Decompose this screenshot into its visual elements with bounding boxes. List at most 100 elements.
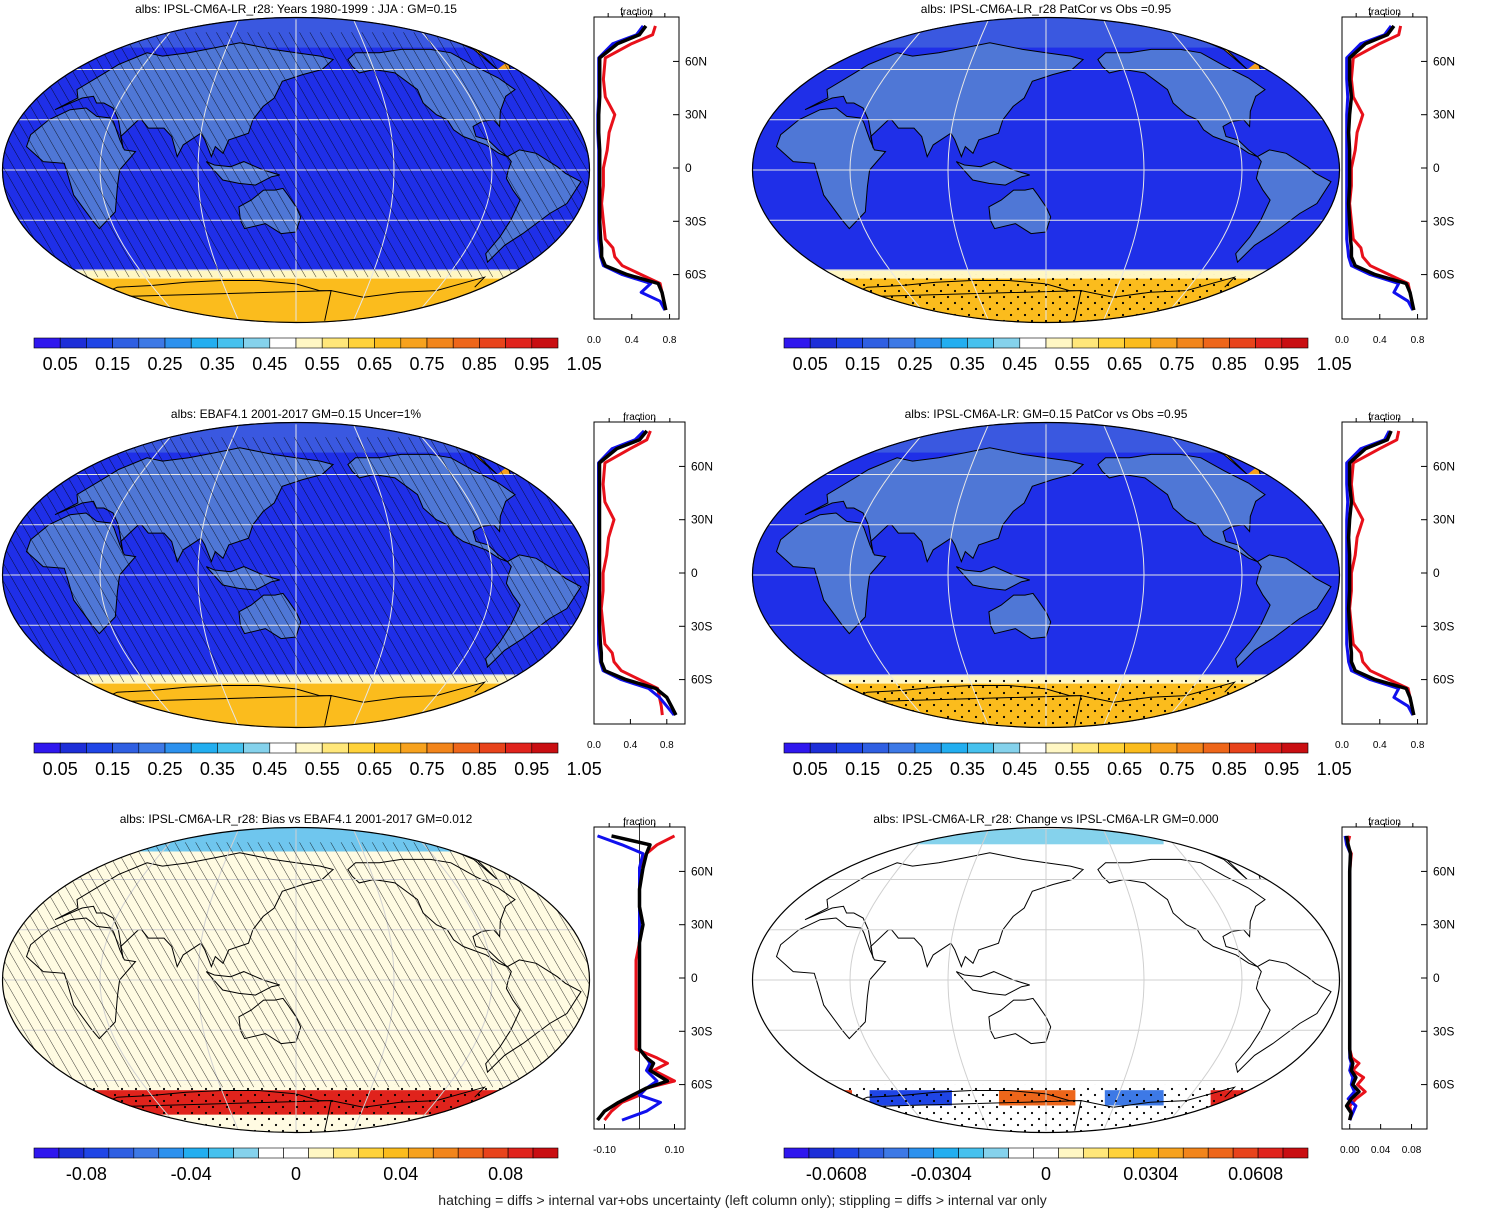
graticule-lon bbox=[947, 19, 990, 321]
zonal-xtick-label: 0.8 bbox=[1411, 740, 1425, 751]
colorbar-swatch bbox=[333, 1147, 359, 1159]
graticule-lon bbox=[849, 18, 932, 322]
coastline bbox=[1097, 858, 1266, 968]
zonal-lat-label: 30N bbox=[691, 918, 713, 932]
colorbar-swatch bbox=[809, 742, 837, 754]
colorbar-swatch bbox=[1202, 742, 1230, 754]
panel-title: albs: IPSL-CM6A-LR_r28: Change vs IPSL-C… bbox=[873, 812, 1218, 826]
colorbar-label: 0.35 bbox=[950, 354, 985, 374]
zonal-series-line bbox=[596, 834, 670, 1122]
colorbar-swatch bbox=[407, 1147, 434, 1159]
colorbar-label: 0.25 bbox=[897, 354, 932, 374]
zonal-xtick-label: 0.4 bbox=[623, 740, 637, 751]
colorbar-swatch bbox=[1108, 1147, 1134, 1159]
zonal-lat-label: 60S bbox=[685, 268, 706, 282]
colorbar-label: 1.05 bbox=[1317, 759, 1352, 779]
land-australia bbox=[988, 593, 1051, 639]
colorbar-swatch bbox=[1133, 1147, 1159, 1159]
colorbar-swatch bbox=[967, 742, 994, 754]
colorbar-swatch bbox=[33, 1147, 60, 1159]
colorbar-swatch bbox=[258, 1147, 284, 1159]
coastline bbox=[988, 997, 1052, 1045]
zonal-lat-label: 30S bbox=[685, 214, 706, 228]
footer-note: hatching = diffs > internal var+obs unce… bbox=[438, 1192, 1047, 1208]
panel-title: albs: IPSL-CM6A-LR_r28 PatCor vs Obs =0.… bbox=[921, 2, 1172, 16]
colorbar-swatch bbox=[1282, 1147, 1309, 1159]
colorbar-swatch bbox=[479, 337, 506, 349]
coastline bbox=[1235, 149, 1332, 264]
colorbar-swatch bbox=[383, 1147, 409, 1159]
colorbar-swatch bbox=[482, 1147, 509, 1159]
colorbar-label: 0.75 bbox=[409, 354, 444, 374]
stippling-overlay bbox=[752, 679, 1340, 728]
land-samerica bbox=[1235, 149, 1331, 263]
colorbar-swatch bbox=[531, 742, 559, 754]
colorbar-swatch bbox=[283, 1147, 309, 1159]
coastline bbox=[93, 681, 487, 726]
colorbar-swatch bbox=[108, 1147, 135, 1159]
colorbar-swatch bbox=[432, 1147, 459, 1159]
coastline bbox=[988, 187, 1052, 235]
zonal-lat-label: 0 bbox=[691, 971, 698, 985]
zonal-lat-label: 30N bbox=[685, 108, 707, 122]
map-border bbox=[751, 421, 1341, 729]
colorbar-label: 0.45 bbox=[252, 759, 287, 779]
colorbar-swatch bbox=[348, 337, 375, 349]
colorbar-label: 0.85 bbox=[462, 759, 497, 779]
colorbar-label: 0.15 bbox=[95, 354, 130, 374]
zonal-xtick-label: 0.8 bbox=[663, 335, 677, 346]
colorbar-label: 0.95 bbox=[514, 759, 549, 779]
colorbar-swatch bbox=[1083, 1147, 1109, 1159]
zonal-lat-label: 30S bbox=[1433, 214, 1454, 228]
colorbar-swatch bbox=[1176, 742, 1204, 754]
colorbar-swatch bbox=[532, 1147, 559, 1159]
colorbar-label: 0 bbox=[1041, 1164, 1051, 1184]
zonal-lat-label: 0 bbox=[685, 161, 692, 175]
map-field bbox=[752, 827, 1340, 1133]
zonal-lat-label: 60S bbox=[1433, 673, 1454, 687]
colorbar-label: 0.04 bbox=[383, 1164, 418, 1184]
zonal-lat-label: 0 bbox=[691, 566, 698, 580]
colorbar-swatch bbox=[164, 337, 192, 349]
colorbar-swatch bbox=[1207, 1147, 1234, 1159]
colorbar-swatch bbox=[983, 1147, 1009, 1159]
colorbar-swatch bbox=[1229, 742, 1256, 754]
zonal-xtick-label: 0.0 bbox=[1335, 740, 1349, 751]
zonal-series-line bbox=[1344, 835, 1361, 1121]
colorbar-label: 0.25 bbox=[147, 354, 182, 374]
zonal-xtick-label: -0.10 bbox=[593, 1145, 616, 1156]
colorbar-label: 0.0304 bbox=[1123, 1164, 1178, 1184]
colorbar-label: 0.15 bbox=[845, 759, 880, 779]
colorbar-swatch bbox=[993, 337, 1021, 349]
colorbar-label: 1.05 bbox=[567, 759, 602, 779]
graticule-lon bbox=[1160, 18, 1243, 322]
colorbar-swatch bbox=[1281, 742, 1309, 754]
colorbar-swatch bbox=[967, 337, 994, 349]
colorbar-swatch bbox=[1255, 742, 1283, 754]
colorbar-swatch bbox=[269, 742, 297, 754]
colorbar-label: 0.05 bbox=[793, 354, 828, 374]
map-field bbox=[2, 17, 590, 323]
colorbar-swatch bbox=[1150, 337, 1178, 349]
colorbar-swatch bbox=[33, 742, 61, 754]
panel-title: albs: IPSL-CM6A-LR_r28: Bias vs EBAF4.1 … bbox=[120, 812, 473, 826]
panel-f: albs: IPSL-CM6A-LR_r28: Change vs IPSL-C… bbox=[751, 812, 1455, 1184]
colorbar-swatch bbox=[914, 337, 942, 349]
zonal-xtick-label: 0.00 bbox=[1340, 1145, 1360, 1156]
colorbar-swatch bbox=[531, 337, 559, 349]
colorbar-label: 0.85 bbox=[462, 354, 497, 374]
colorbar-swatch bbox=[452, 742, 480, 754]
colorbar-swatch bbox=[400, 742, 428, 754]
zonal-series-line bbox=[600, 25, 667, 311]
zonal-xtick-label: 0.0 bbox=[1335, 335, 1349, 346]
zonal-lat-label: 60N bbox=[685, 54, 707, 68]
colorbar-label: 0.05 bbox=[793, 759, 828, 779]
land-africa bbox=[776, 108, 886, 229]
zonal-xtick-label: 0.0 bbox=[587, 335, 601, 346]
zonal-lat-label: 60S bbox=[1433, 1078, 1454, 1092]
colorbar-swatch bbox=[507, 1147, 534, 1159]
coastline bbox=[1235, 959, 1332, 1074]
zonal-mean-plot: fraction 60N 30N 0 30S 60S 0.0 0.4 0.8 bbox=[1335, 412, 1455, 751]
zonal-lat-label: 60N bbox=[691, 459, 713, 473]
